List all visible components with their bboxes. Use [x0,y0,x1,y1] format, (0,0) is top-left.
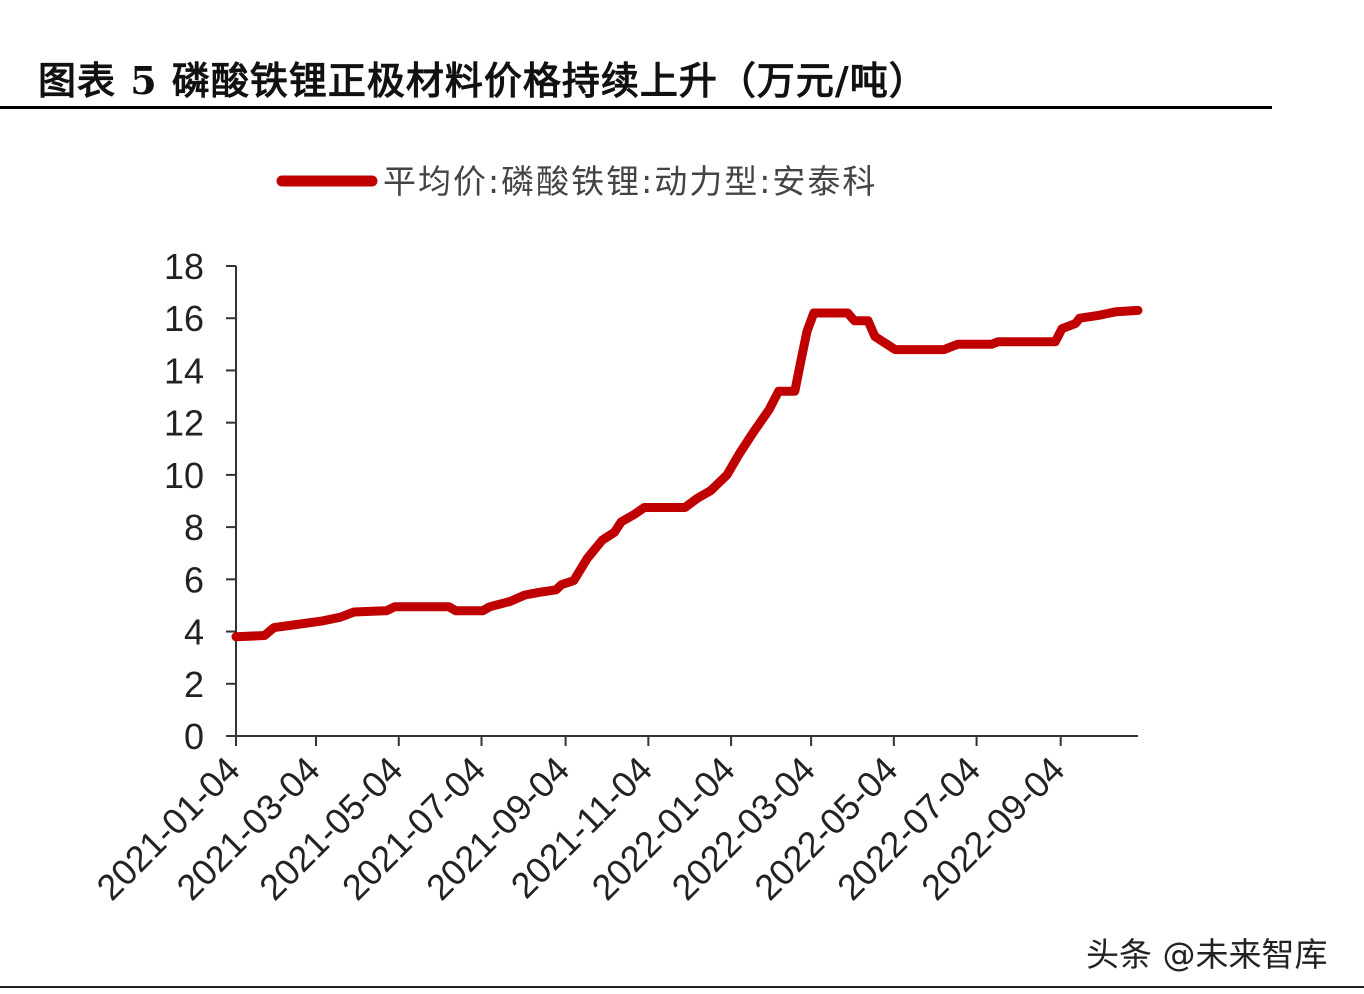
bottom-divider [0,986,1364,988]
x-axis: 2021-01-042021-03-042021-05-042021-07-04… [88,735,1138,908]
series-line [231,305,1143,642]
y-tick-label: 8 [184,507,204,548]
series-layer [231,305,1143,642]
y-tick-label: 16 [164,298,204,339]
y-tick-label: 18 [164,246,204,287]
title-divider [0,106,1272,109]
y-tick-label: 12 [164,403,204,444]
y-tick-label: 6 [184,559,204,600]
y-tick-label: 2 [184,664,204,705]
legend-label: 平均价:磷酸铁锂:动力型:安泰科 [383,162,877,201]
y-tick-label: 4 [184,612,204,653]
y-tick-label: 14 [164,350,204,391]
y-tick-label: 0 [184,716,204,757]
figure-title: 图表 5 磷酸铁锂正极材料价格持续上升（万元/吨） [38,58,928,103]
y-tick-label: 10 [164,455,204,496]
watermark-text: 头条 @未来智库 [1086,935,1328,974]
legend: 平均价:磷酸铁锂:动力型:安泰科 [276,162,877,201]
y-axis: 0 2 4 6 8 10 12 14 16 18 [164,246,237,757]
